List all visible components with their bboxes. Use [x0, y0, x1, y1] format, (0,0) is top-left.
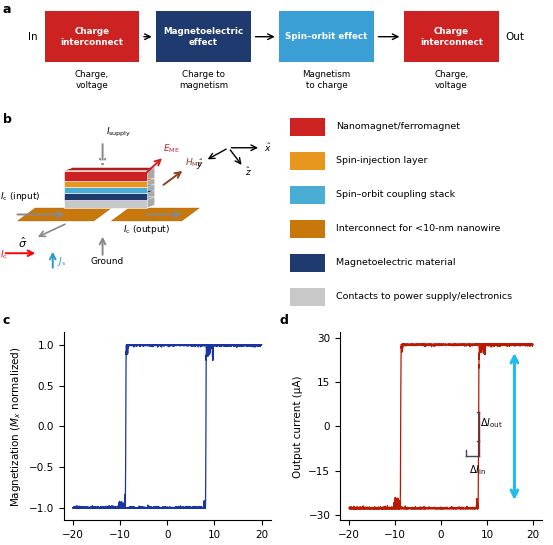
- Y-axis label: Output current (μA): Output current (μA): [293, 375, 303, 478]
- Text: Magnetism
to charge: Magnetism to charge: [302, 70, 351, 90]
- Text: Ground: Ground: [91, 257, 124, 266]
- Text: $\hat{\sigma}$: $\hat{\sigma}$: [18, 235, 27, 250]
- Text: d: d: [279, 314, 288, 328]
- Text: Magnetoelectric
effect: Magnetoelectric effect: [164, 27, 244, 47]
- Y-axis label: Magnetization ($M_x$ normalized): Magnetization ($M_x$ normalized): [9, 346, 23, 507]
- Text: Out: Out: [505, 32, 524, 42]
- Text: $\Delta I_{\rm out}$: $\Delta I_{\rm out}$: [481, 416, 503, 431]
- Text: Charge to
magnetism: Charge to magnetism: [179, 70, 228, 90]
- Text: Charge
interconnect: Charge interconnect: [420, 27, 483, 47]
- Bar: [290, 288, 325, 306]
- Text: $\mathit{I}_{\rm c}$ (output): $\mathit{I}_{\rm c}$ (output): [123, 223, 170, 235]
- Text: $\Delta I_{\rm in}$: $\Delta I_{\rm in}$: [468, 463, 486, 477]
- Polygon shape: [65, 184, 155, 187]
- Polygon shape: [111, 208, 199, 221]
- Text: Magnetoelectric material: Magnetoelectric material: [336, 258, 456, 267]
- Text: $\mathit{I}_{\rm c}$ (input): $\mathit{I}_{\rm c}$ (input): [0, 190, 40, 203]
- Text: Contacts to power supply/electronics: Contacts to power supply/electronics: [336, 292, 512, 301]
- Bar: [156, 11, 251, 62]
- Polygon shape: [65, 167, 155, 171]
- Bar: [290, 253, 325, 272]
- Polygon shape: [65, 181, 147, 187]
- Polygon shape: [65, 200, 147, 208]
- Text: $\hat{y}$: $\hat{y}$: [196, 158, 204, 172]
- Polygon shape: [65, 190, 155, 193]
- Text: Charge,
voltage: Charge, voltage: [434, 70, 468, 90]
- Text: $\mathit{I}_{\rm supply}$: $\mathit{I}_{\rm supply}$: [106, 126, 131, 139]
- Text: Spin-injection layer: Spin-injection layer: [336, 156, 427, 165]
- Text: Charge
interconnect: Charge interconnect: [60, 27, 123, 47]
- Bar: [290, 186, 325, 204]
- Polygon shape: [65, 171, 147, 181]
- Text: $\mathit{E}_{\rm ME}$: $\mathit{E}_{\rm ME}$: [163, 143, 179, 155]
- Text: $\hat{z}$: $\hat{z}$: [245, 165, 252, 178]
- Bar: [404, 11, 499, 62]
- Text: b: b: [3, 113, 12, 126]
- Text: $\mathit{J}_{\rm s}$: $\mathit{J}_{\rm s}$: [57, 255, 66, 268]
- Polygon shape: [65, 187, 147, 193]
- Bar: [290, 118, 325, 136]
- Text: Nanomagnet/ferromagnet: Nanomagnet/ferromagnet: [336, 122, 460, 131]
- Text: Charge,
voltage: Charge, voltage: [75, 70, 109, 90]
- Polygon shape: [65, 178, 155, 181]
- Text: Spin–orbit effect: Spin–orbit effect: [285, 32, 368, 41]
- Polygon shape: [18, 208, 111, 221]
- Text: Interconnect for <10-nm nanowire: Interconnect for <10-nm nanowire: [336, 224, 500, 233]
- Text: a: a: [3, 3, 11, 16]
- Polygon shape: [65, 197, 155, 200]
- Text: $\mathit{I}_{\rm c}$: $\mathit{I}_{\rm c}$: [0, 249, 8, 261]
- Text: $\mathit{H}_{\rm ME}$: $\mathit{H}_{\rm ME}$: [185, 157, 202, 169]
- Text: Spin–orbit coupling stack: Spin–orbit coupling stack: [336, 190, 455, 199]
- Polygon shape: [65, 193, 147, 200]
- Text: $\hat{x}$: $\hat{x}$: [264, 142, 272, 154]
- Text: c: c: [3, 314, 10, 328]
- Bar: [290, 220, 325, 238]
- Text: In: In: [28, 32, 38, 42]
- Bar: [290, 152, 325, 170]
- Bar: [45, 11, 139, 62]
- Polygon shape: [147, 167, 155, 208]
- Bar: [279, 11, 374, 62]
